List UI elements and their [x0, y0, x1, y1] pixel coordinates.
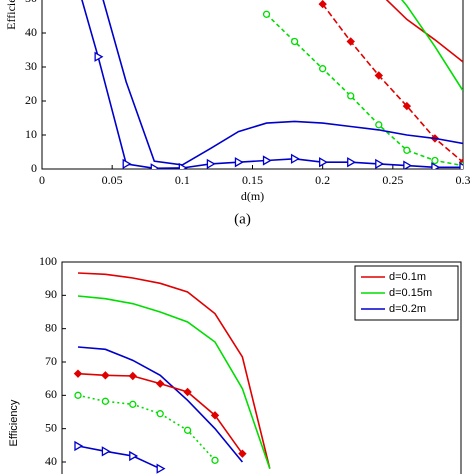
- series: [74, 391, 219, 464]
- series: [81, 0, 463, 169]
- x-axis-label: d(m): [241, 189, 264, 203]
- y-tick-label: 50: [45, 420, 57, 434]
- legend-label: d=0.1m: [389, 271, 426, 283]
- marker: [290, 153, 300, 164]
- y-axis-label: Efficiency: [4, 0, 18, 30]
- y-tick-label: 20: [25, 93, 37, 107]
- marker: [403, 160, 413, 169]
- marker: [94, 51, 104, 62]
- series: [385, 0, 463, 63]
- marker: [150, 163, 160, 169]
- series: [77, 346, 244, 463]
- y-tick-label: 0: [31, 161, 37, 175]
- marker: [101, 371, 110, 380]
- line: [77, 394, 216, 461]
- series: [401, 0, 463, 92]
- marker: [319, 157, 328, 168]
- series: [74, 440, 166, 474]
- line: [77, 272, 271, 469]
- x-tick-label: 0: [39, 173, 45, 187]
- marker: [347, 92, 355, 100]
- line: [265, 13, 463, 167]
- marker: [101, 446, 111, 457]
- marker: [122, 158, 132, 169]
- x-tick-label: 0.05: [102, 173, 123, 187]
- marker: [238, 449, 247, 458]
- marker: [156, 463, 166, 474]
- marker: [74, 391, 82, 399]
- y-tick-label: 50: [25, 0, 37, 5]
- marker: [234, 157, 244, 168]
- marker: [318, 0, 327, 9]
- series: [102, 0, 463, 166]
- line: [77, 346, 244, 463]
- marker: [101, 397, 110, 405]
- line: [77, 445, 161, 470]
- marker: [129, 450, 139, 462]
- line: [401, 0, 463, 92]
- series: [262, 10, 463, 169]
- marker: [431, 156, 439, 165]
- x-tick-label: 0.15: [242, 173, 263, 187]
- x-tick-label: 0.25: [382, 173, 403, 187]
- marker: [347, 157, 357, 168]
- marker: [178, 162, 188, 169]
- y-tick-label: 40: [45, 454, 57, 468]
- y-tick-label: 30: [25, 59, 37, 73]
- marker: [290, 37, 299, 46]
- marker: [183, 387, 192, 397]
- caption: (a): [234, 211, 251, 227]
- marker: [346, 37, 355, 46]
- line: [322, 3, 463, 163]
- y-tick-label: 90: [45, 287, 57, 301]
- marker: [459, 162, 463, 169]
- line: [81, 0, 463, 169]
- marker: [262, 10, 271, 18]
- marker: [402, 101, 412, 111]
- x-tick-label: 0.2: [315, 173, 330, 187]
- legend-label: d=0.2m: [389, 303, 426, 315]
- series: [73, 369, 247, 458]
- marker: [210, 411, 220, 420]
- x-tick-label: 0.1: [175, 173, 190, 187]
- marker: [206, 158, 216, 169]
- marker: [431, 162, 441, 169]
- y-tick-label: 40: [25, 25, 37, 39]
- x-tick-label: 0.3: [456, 173, 471, 187]
- marker: [73, 369, 83, 378]
- marker: [262, 155, 272, 166]
- marker: [375, 121, 383, 129]
- marker: [74, 440, 84, 452]
- series: [77, 295, 271, 469]
- marker: [319, 65, 327, 73]
- marker: [183, 426, 192, 434]
- line: [102, 0, 463, 166]
- y-tick-label: 80: [45, 320, 57, 334]
- y-tick-label: 10: [25, 127, 37, 141]
- y-tick-label: 70: [45, 354, 57, 368]
- marker: [129, 400, 137, 408]
- legend-label: d=0.15m: [389, 287, 432, 299]
- line: [385, 0, 463, 63]
- legend: d=0.1m d=0.15m d=0.2m: [354, 265, 459, 321]
- marker: [211, 456, 219, 464]
- y-tick-label: 100: [39, 254, 57, 268]
- series: [318, 0, 463, 167]
- marker: [374, 71, 384, 80]
- marker: [403, 146, 411, 154]
- marker: [155, 379, 165, 388]
- y-axis-label: Efficiency: [8, 399, 20, 446]
- plot-frame: [61, 261, 462, 474]
- marker: [375, 158, 385, 169]
- marker: [128, 371, 138, 381]
- line: [77, 295, 271, 469]
- series: [77, 272, 271, 469]
- y-tick-label: 60: [45, 387, 57, 401]
- marker: [156, 410, 164, 418]
